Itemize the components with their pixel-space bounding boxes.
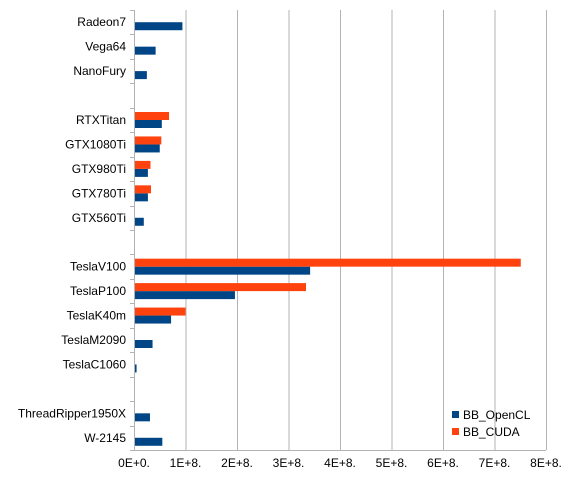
bar-bb-opencl: [135, 364, 137, 373]
labels: 0E+0. 1E+8. 2E+8. 3E+8. 4E+8. 5E+8. 6E+8. 7E+8.…: [18, 15, 562, 470]
bar-bb-cuda: [135, 112, 170, 120]
y-category-label: GTX780Ti: [72, 186, 126, 200]
y-category-label: Radeon7: [77, 15, 126, 29]
legend-swatch: [452, 411, 459, 418]
bar-bb-opencl: [135, 22, 183, 31]
bar-bb-opencl: [135, 437, 163, 446]
legend-swatch: [452, 428, 459, 435]
y-category-label: TeslaC1060: [63, 357, 127, 371]
y-category-label: TeslaM2090: [61, 333, 126, 347]
y-category-label: GTX560Ti: [72, 211, 126, 225]
x-tick-label: 1E+8.: [170, 456, 202, 470]
legend-label: BB_CUDA: [463, 425, 520, 439]
y-category-label: W-2145: [84, 431, 126, 445]
bar-bb-opencl: [135, 193, 148, 202]
bar-bb-opencl: [135, 315, 172, 324]
x-tick-label: 3E+8.: [273, 456, 305, 470]
bar-bb-opencl: [135, 340, 153, 348]
y-category-label: GTX980Ti: [72, 162, 126, 176]
y-category-label: NanoFury: [73, 64, 126, 78]
bar-bb-opencl: [135, 144, 160, 153]
bar-bb-opencl: [135, 217, 144, 226]
bar-bb-opencl: [135, 120, 162, 128]
bar-bb-cuda: [135, 160, 151, 169]
bars: [135, 22, 521, 446]
grid-lines: [134, 10, 547, 450]
x-tick-label: 6E+8.: [427, 456, 459, 470]
legend: BB_OpenCL BB_CUDA: [452, 408, 531, 439]
y-category-label: ThreadRipper1950X: [18, 406, 126, 420]
bar-bb-cuda: [135, 185, 151, 194]
legend-label: BB_OpenCL: [463, 408, 531, 422]
axes: [130, 10, 546, 451]
x-tick-label: 8E+8.: [530, 456, 562, 470]
y-category-label: RTXTitan: [76, 113, 126, 127]
bar-bb-opencl: [135, 291, 235, 300]
bar-bb-opencl: [135, 46, 156, 55]
bar-bb-opencl: [135, 266, 311, 275]
x-tick-label: 2E+8.: [221, 456, 253, 470]
y-category-label: TeslaK40m: [67, 309, 126, 323]
y-category-label: TeslaP100: [70, 284, 126, 298]
y-category-label: TeslaV100: [70, 260, 126, 274]
x-tick-label: 5E+8.: [376, 456, 408, 470]
bar-bb-opencl: [135, 413, 150, 422]
bar-bb-opencl: [135, 168, 148, 177]
bar-bb-cuda: [135, 307, 186, 316]
y-category-label: Vega64: [85, 40, 126, 54]
x-tick-label: 4E+8.: [324, 456, 356, 470]
bar-bb-cuda: [135, 283, 307, 292]
x-tick-label: 7E+8.: [479, 456, 511, 470]
x-tick-label: 0E+0.: [118, 456, 150, 470]
bar-bb-cuda: [135, 258, 521, 267]
y-category-label: GTX1080Ti: [65, 137, 126, 151]
bar-bb-cuda: [135, 136, 162, 145]
bar-bb-opencl: [135, 71, 147, 80]
